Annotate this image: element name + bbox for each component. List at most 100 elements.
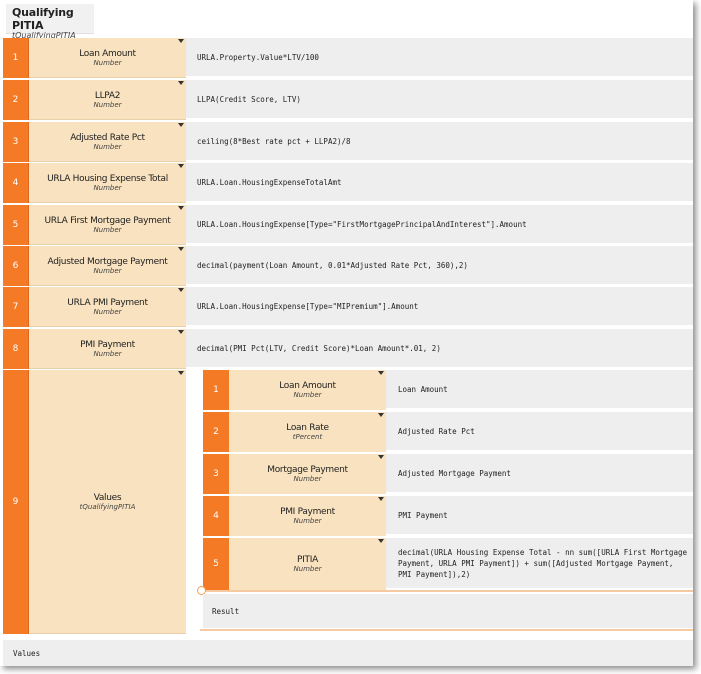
- row-name: URLA First Mortgage Payment: [44, 215, 171, 226]
- final-result-cell[interactable]: Values: [3, 640, 693, 666]
- context-row: 6 Adjusted Mortgage Payment Number decim…: [3, 246, 693, 286]
- nested-row-name: PMI Payment: [280, 507, 335, 517]
- nested-row: 5 PITIA Number decimal(URLA Housing Expe…: [203, 538, 693, 590]
- nested-row-number[interactable]: 1: [203, 370, 229, 410]
- row-number[interactable]: 4: [3, 163, 29, 203]
- row-label[interactable]: LLPA2 Number: [29, 80, 186, 120]
- row-name: PMI Payment: [80, 339, 135, 350]
- context-row: 1 Loan Amount Number URLA.Property.Value…: [3, 38, 693, 78]
- row-name: URLA PMI Payment: [67, 297, 148, 308]
- row-type: Number: [93, 225, 122, 234]
- row-type: Number: [93, 100, 122, 109]
- nested-row-type: Number: [293, 391, 322, 399]
- row-type: tQualifyingPITIA: [79, 502, 136, 511]
- row-expression[interactable]: ceiling(8*Best rate pct + LLPA2)/8: [186, 122, 693, 162]
- dropdown-arrow-icon[interactable]: [378, 413, 384, 417]
- nested-row-label[interactable]: Mortgage Payment Number: [229, 454, 386, 494]
- nested-row: 4 PMI Payment Number PMI Payment: [203, 496, 693, 536]
- table-title: Qualifying PITIA: [12, 6, 74, 32]
- dropdown-arrow-icon[interactable]: [378, 497, 384, 501]
- nested-row-number[interactable]: 4: [203, 496, 229, 536]
- row-name: Values: [93, 492, 122, 503]
- dropdown-arrow-icon[interactable]: [178, 330, 184, 334]
- row-label[interactable]: URLA PMI Payment Number: [29, 287, 186, 327]
- row-label[interactable]: URLA Housing Expense Total Number: [29, 163, 186, 203]
- nested-row-name: PITIA: [297, 555, 318, 565]
- row-number[interactable]: 6: [3, 246, 29, 286]
- row-label[interactable]: Loan Amount Number: [29, 38, 186, 78]
- row-expression[interactable]: URLA.Property.Value*LTV/100: [186, 38, 693, 78]
- row-expression[interactable]: URLA.Loan.HousingExpense[Type="FirstMort…: [186, 205, 693, 245]
- row-name: Adjusted Rate Pct: [70, 132, 145, 143]
- row-type: Number: [93, 266, 122, 275]
- row-type: Number: [93, 349, 122, 358]
- row-label[interactable]: Values tQualifyingPITIA: [29, 370, 186, 634]
- row-type: Number: [93, 58, 122, 67]
- dropdown-arrow-icon[interactable]: [178, 371, 184, 375]
- row-number[interactable]: 9: [3, 370, 29, 634]
- row-expression[interactable]: LLPA(Credit Score, LTV): [186, 80, 693, 120]
- add-row-handle-icon[interactable]: [197, 586, 206, 595]
- nested-bottom-border: [200, 629, 693, 631]
- nested-row-name: Mortgage Payment: [267, 465, 348, 475]
- dropdown-arrow-icon[interactable]: [178, 206, 184, 210]
- row-number[interactable]: 3: [3, 122, 29, 162]
- nested-row-label[interactable]: PMI Payment Number: [229, 496, 386, 536]
- row-expression[interactable]: decimal(payment(Loan Amount, 0.01*Adjust…: [186, 246, 693, 286]
- result-cell[interactable]: Result: [203, 594, 693, 628]
- context-row: 3 Adjusted Rate Pct Number ceiling(8*Bes…: [3, 122, 693, 162]
- nested-row-type: Number: [293, 565, 322, 573]
- row-type: Number: [93, 307, 122, 316]
- nested-row-label[interactable]: Loan Rate tPercent: [229, 412, 386, 452]
- dropdown-arrow-icon[interactable]: [178, 247, 184, 251]
- row-name: Adjusted Mortgage Payment: [47, 256, 168, 267]
- dropdown-arrow-icon[interactable]: [178, 123, 184, 127]
- nested-row-expression[interactable]: decimal(URLA Housing Expense Total - nn …: [386, 538, 693, 590]
- row-label[interactable]: Adjusted Mortgage Payment Number: [29, 246, 186, 286]
- row-number[interactable]: 5: [3, 205, 29, 245]
- nested-row-expression[interactable]: Adjusted Rate Pct: [386, 412, 693, 452]
- row-number[interactable]: 8: [3, 329, 29, 369]
- nested-row-type: Number: [293, 475, 322, 483]
- context-row: 4 URLA Housing Expense Total Number URLA…: [3, 163, 693, 203]
- nested-row-expression[interactable]: Adjusted Mortgage Payment: [386, 454, 693, 494]
- row-label[interactable]: PMI Payment Number: [29, 329, 186, 369]
- nested-row-number[interactable]: 3: [203, 454, 229, 494]
- nested-row: 3 Mortgage Payment Number Adjusted Mortg…: [203, 454, 693, 494]
- context-row: 8 PMI Payment Number decimal(PMI Pct(LTV…: [3, 329, 693, 369]
- insert-row-line: [200, 590, 693, 592]
- nested-row-label[interactable]: Loan Amount Number: [229, 370, 386, 410]
- table-type: tQualifyingPITIA: [12, 31, 76, 40]
- nested-row-type: Number: [293, 517, 322, 525]
- row-number[interactable]: 2: [3, 80, 29, 120]
- row-expression[interactable]: decimal(PMI Pct(LTV, Credit Score)*Loan …: [186, 329, 693, 369]
- dropdown-arrow-icon[interactable]: [378, 539, 384, 543]
- table-header-tab[interactable]: Qualifying PITIA tQualifyingPITIA: [6, 4, 94, 40]
- row-name: URLA Housing Expense Total: [47, 173, 168, 184]
- row-expression[interactable]: URLA.Loan.HousingExpenseTotalAmt: [186, 163, 693, 203]
- context-grid: 1 Loan Amount Number URLA.Property.Value…: [3, 38, 693, 636]
- dropdown-arrow-icon[interactable]: [178, 39, 184, 43]
- nested-row-name: Loan Rate: [286, 423, 329, 433]
- row-expression[interactable]: URLA.Loan.HousingExpense[Type="MIPremium…: [186, 287, 693, 327]
- nested-row-name: Loan Amount: [279, 381, 336, 391]
- dropdown-arrow-icon[interactable]: [378, 455, 384, 459]
- nested-row: 1 Loan Amount Number Loan Amount: [203, 370, 693, 410]
- row-number[interactable]: 1: [3, 38, 29, 78]
- dropdown-arrow-icon[interactable]: [178, 288, 184, 292]
- row-name: Loan Amount: [79, 48, 136, 59]
- row-type: Number: [93, 183, 122, 192]
- nested-row-label[interactable]: PITIA Number: [229, 538, 386, 590]
- context-row: 5 URLA First Mortgage Payment Number URL…: [3, 205, 693, 245]
- row-label[interactable]: Adjusted Rate Pct Number: [29, 122, 186, 162]
- dropdown-arrow-icon[interactable]: [178, 164, 184, 168]
- context-row: 2 LLPA2 Number LLPA(Credit Score, LTV): [3, 80, 693, 120]
- nested-row-number[interactable]: 5: [203, 538, 229, 590]
- dropdown-arrow-icon[interactable]: [378, 371, 384, 375]
- nested-row-expression[interactable]: PMI Payment: [386, 496, 693, 536]
- nested-row-expression[interactable]: Loan Amount: [386, 370, 693, 410]
- nested-row-number[interactable]: 2: [203, 412, 229, 452]
- row-label[interactable]: URLA First Mortgage Payment Number: [29, 205, 186, 245]
- dropdown-arrow-icon[interactable]: [178, 81, 184, 85]
- row-number[interactable]: 7: [3, 287, 29, 327]
